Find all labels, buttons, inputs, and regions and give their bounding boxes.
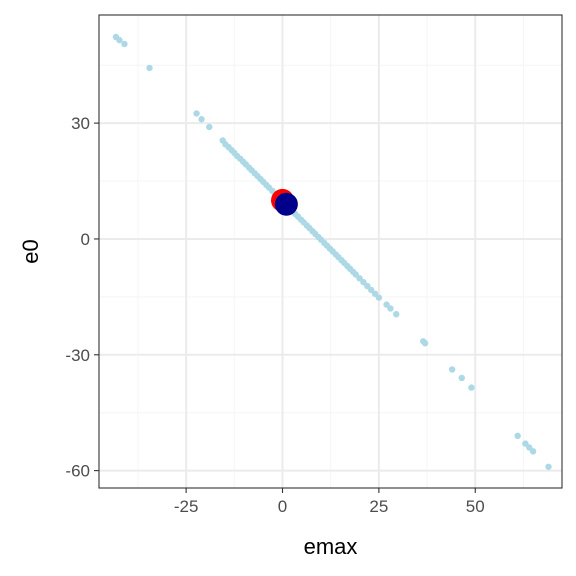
y-axis-ticks: 30 0 -30 -60: [65, 114, 99, 481]
estimate-point: [274, 192, 298, 216]
samples-point: [121, 40, 128, 48]
y-axis-title: e0: [18, 239, 43, 263]
samples-point: [116, 36, 123, 44]
x-axis-ticks: -25 0 25 50: [174, 488, 485, 516]
grid-minor: [99, 15, 562, 488]
x-tick-label: 0: [278, 497, 287, 516]
samples-point: [193, 110, 200, 117]
samples-point: [458, 374, 465, 382]
y-tick-label: -60: [65, 462, 90, 481]
y-tick-label: 30: [71, 114, 90, 133]
samples-point: [514, 432, 521, 440]
x-axis-title: emax: [304, 534, 358, 559]
x-tick-label: 50: [466, 497, 485, 516]
samples-point: [448, 366, 456, 373]
samples-point: [468, 384, 475, 391]
samples-point: [198, 116, 205, 123]
y-tick-label: 0: [81, 230, 90, 249]
samples-point: [146, 64, 153, 72]
samples-point: [375, 294, 383, 301]
y-tick-label: -30: [65, 346, 90, 365]
samples-point: [206, 123, 213, 131]
data-points: [112, 33, 552, 470]
x-tick-label: 25: [369, 497, 388, 516]
samples-point: [545, 463, 552, 470]
x-tick-label: -25: [174, 497, 199, 516]
samples-point: [421, 340, 429, 347]
samples-point: [529, 448, 537, 455]
samples-point: [387, 305, 394, 312]
samples-point: [393, 311, 400, 318]
grid-major: [99, 15, 562, 488]
panel-border: [98, 14, 563, 489]
